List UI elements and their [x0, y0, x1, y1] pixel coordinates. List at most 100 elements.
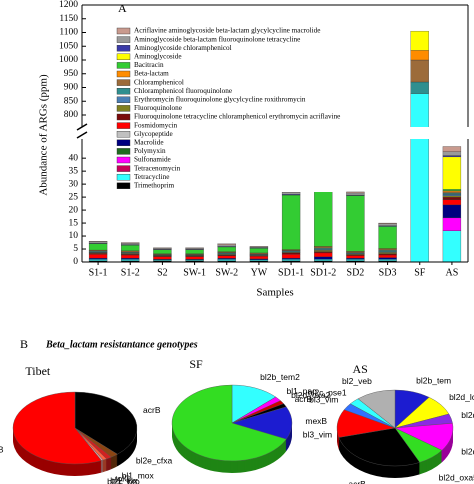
pie-label: acrB — [295, 394, 313, 404]
bar-segment — [88, 257, 108, 260]
legend-label: Tetracycline — [134, 173, 169, 181]
legend-swatch — [116, 96, 131, 104]
bar-segment — [217, 258, 236, 260]
pie-label: bl2c_bro — [107, 476, 140, 484]
legend-swatch — [116, 139, 131, 147]
y-tick-label: 10 — [69, 231, 79, 241]
bar-segment — [442, 190, 462, 193]
legend-swatch — [116, 79, 131, 86]
legend-label: Acriflavine aminoglycoside beta-lactam g… — [134, 27, 320, 35]
bar-segment — [378, 254, 397, 258]
y-axis-label: Abundance of ARGs (ppm) — [38, 74, 50, 196]
x-tick-label: SD2 — [347, 267, 365, 278]
pie-title: Tibet — [25, 364, 51, 378]
x-tick-label: SD1-2 — [310, 267, 336, 278]
y-tick-label: 30 — [69, 179, 79, 189]
bar-segment — [249, 246, 269, 248]
y-tick-label: 35 — [69, 166, 79, 176]
legend-swatch — [116, 70, 131, 78]
y-tick-label: 1200 — [59, 0, 78, 10]
x-axis-label: Samples — [256, 287, 293, 299]
legend-label: Aminoglycoside beta-lactam fluoroquinolo… — [134, 35, 300, 43]
legend-swatch — [116, 45, 131, 52]
pie-label: bl2_veb — [342, 376, 372, 386]
y-tick-label: 5 — [73, 244, 78, 254]
legend-swatch — [116, 62, 131, 69]
bar-segment — [121, 244, 140, 251]
bar-segment — [442, 204, 462, 219]
legend-label: Glycopeptide — [134, 130, 173, 138]
legend-label: Chloramphenicol fluoroquinolone — [134, 87, 232, 95]
bar-segment — [378, 252, 397, 254]
bar-segment — [249, 256, 269, 260]
bar-segment — [410, 50, 429, 61]
pie-title: AS — [353, 362, 368, 376]
bar-segment — [88, 243, 108, 251]
y-tick-label: 25 — [69, 192, 79, 202]
bar-segment — [281, 259, 301, 261]
bar-segment — [314, 251, 333, 254]
bar-segment — [314, 246, 333, 249]
x-tick-label: SF — [414, 267, 426, 278]
bar-segment — [153, 256, 172, 260]
bar-segment — [442, 156, 462, 190]
pie-label: bl2d_oxa5 — [439, 472, 474, 482]
pie-label: bl1_pao — [287, 386, 318, 396]
panel-label: B — [20, 337, 28, 351]
y-tick-label: 1050 — [59, 41, 78, 51]
bar-segment — [185, 248, 204, 250]
bar-segment — [281, 192, 301, 195]
bar-segment — [442, 193, 462, 195]
bar-segment — [153, 248, 172, 250]
bar-segment — [185, 249, 204, 254]
legend-swatch — [116, 105, 131, 112]
bar-segment — [410, 59, 429, 83]
bar-segment — [346, 191, 365, 194]
pie-label: bl1_fox — [110, 475, 138, 484]
pie-label: mexB — [305, 416, 327, 426]
bar-segment — [346, 192, 365, 196]
pie-label: bl1_mox — [122, 470, 155, 480]
bar-segment — [314, 250, 333, 252]
pie-label: bl2d_lcr1 — [449, 392, 474, 402]
bar-segment — [281, 254, 301, 259]
bar-segment — [88, 259, 108, 261]
bar-segment — [378, 257, 397, 260]
x-tick-label: SD3 — [379, 267, 397, 278]
bar-segment — [410, 30, 429, 51]
bar-segment — [346, 195, 365, 252]
legend-label: Aminoglycoside — [134, 52, 182, 60]
bar-segment — [346, 257, 365, 260]
legend-label: Chloramphenicol — [134, 78, 184, 86]
x-tick-label: SW-2 — [215, 267, 238, 278]
pie-label: bl2d_oxa10 — [461, 410, 474, 420]
panel-label: A — [118, 1, 127, 15]
pie-title: SF — [189, 357, 203, 371]
bar-segment — [88, 241, 108, 242]
pie-label: tolC — [115, 473, 130, 483]
bar-segment — [378, 223, 397, 226]
y-tick-label: 0 — [73, 257, 78, 267]
bar-segment — [121, 243, 140, 245]
legend-box — [112, 26, 334, 192]
bar-segment — [442, 196, 462, 200]
pie-slice — [338, 427, 421, 467]
legend-swatch — [116, 122, 131, 129]
bar-segment — [217, 246, 236, 252]
bar-segment — [185, 256, 204, 260]
pie-slice — [12, 391, 102, 465]
legend-swatch — [116, 165, 131, 172]
bar-segment — [378, 226, 397, 249]
x-tick-label: AS — [446, 267, 459, 278]
bar-segment — [185, 247, 204, 249]
y-tick-label: 20 — [69, 205, 79, 215]
pie-label: bl2d_oxa2 — [461, 447, 474, 457]
pie-label: bl2b_tem2 — [260, 372, 300, 382]
bar-segment — [378, 253, 397, 256]
bar-segment — [442, 155, 462, 158]
bar-segment — [249, 248, 269, 254]
legend-swatch — [116, 173, 131, 181]
y-tick-label: 900 — [64, 83, 79, 93]
x-tick-label: S1-1 — [89, 267, 108, 278]
legend-label: Fluoroquinolone — [134, 104, 182, 112]
